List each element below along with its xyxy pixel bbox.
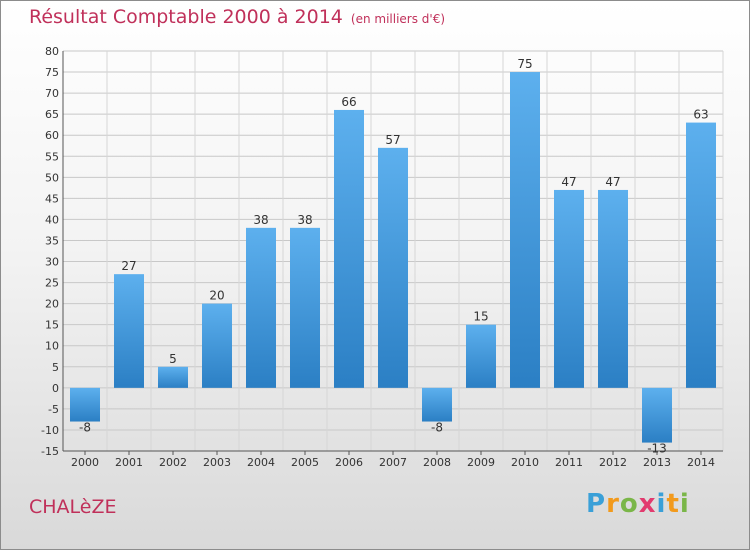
logo-letter: r [606, 489, 620, 519]
bar [686, 122, 716, 388]
x-tick-label: 2012 [599, 456, 627, 469]
logo-letter: o [619, 489, 639, 519]
data-label: 5 [169, 352, 177, 366]
y-tick-label: 65 [45, 108, 59, 121]
x-tick-label: 2004 [247, 456, 275, 469]
y-tick-label: 40 [45, 213, 59, 226]
y-tick-label: 10 [45, 340, 59, 353]
commune-name: CHALèZE [29, 496, 117, 518]
y-tick-label: 0 [52, 382, 59, 395]
data-label: -8 [431, 421, 443, 435]
data-label: -8 [79, 421, 91, 435]
data-label: 63 [693, 108, 708, 122]
x-tick-label: 2011 [555, 456, 583, 469]
x-tick-label: 2008 [423, 456, 451, 469]
data-label: 38 [253, 213, 268, 227]
logo-letter: t [666, 489, 680, 519]
data-label: -13 [647, 442, 667, 456]
bar [334, 109, 364, 388]
data-label: 47 [605, 175, 620, 189]
data-label: 15 [473, 310, 488, 324]
bar [202, 303, 232, 388]
data-label: 38 [297, 213, 312, 227]
bar [598, 189, 628, 388]
x-tick-label: 2007 [379, 456, 407, 469]
x-tick-label: 2010 [511, 456, 539, 469]
data-label: 66 [341, 95, 356, 109]
x-tick-label: 2014 [687, 456, 715, 469]
bar [114, 274, 144, 388]
x-tick-label: 2006 [335, 456, 363, 469]
logo-letter: P [586, 489, 607, 519]
bar [554, 189, 584, 388]
y-tick-label: -15 [41, 445, 59, 458]
x-tick-label: 2003 [203, 456, 231, 469]
y-tick-label: 25 [45, 277, 59, 290]
bar [642, 387, 672, 443]
data-label: 75 [517, 57, 532, 71]
y-tick-label: 55 [45, 150, 59, 163]
y-tick-label: 20 [45, 298, 59, 311]
x-tick-label: 2002 [159, 456, 187, 469]
bar [70, 387, 100, 422]
data-label: 47 [561, 175, 576, 189]
data-label: 20 [209, 289, 224, 303]
y-tick-label: 5 [52, 361, 59, 374]
x-tick-label: 2000 [71, 456, 99, 469]
bar [510, 72, 540, 388]
axis-layer: -15 -10 -5 0 5 10 15 20 25 30 35 40 45 50 55 60 65 70 75 80… [41, 45, 723, 469]
y-tick-label: 60 [45, 129, 59, 142]
x-tick-label: 2001 [115, 456, 143, 469]
chart-title-text: Résultat Comptable 2000 à 2014 [29, 6, 343, 28]
y-tick-label: 80 [45, 45, 59, 58]
logo-letter: i [656, 489, 667, 519]
proxiti-logo: Proxiti [586, 489, 690, 519]
y-tick-label: 70 [45, 87, 59, 100]
bar [290, 227, 320, 388]
chart-subtitle: (en milliers d'€) [350, 12, 446, 26]
data-label: 27 [121, 259, 136, 273]
y-tick-label: 45 [45, 192, 59, 205]
bar [466, 324, 496, 388]
y-tick-label: 35 [45, 234, 59, 247]
bar [158, 366, 188, 388]
data-label: 57 [385, 133, 400, 147]
bar [246, 227, 276, 388]
bar [422, 387, 452, 422]
x-tick-label: 2005 [291, 456, 319, 469]
chart-title: Résultat Comptable 2000 à 2014 (en millie… [29, 6, 445, 28]
x-tick-label: 2013 [643, 456, 671, 469]
logo-letter: i [679, 489, 690, 519]
y-tick-label: 75 [45, 66, 59, 79]
x-tick-label: 2009 [467, 456, 495, 469]
bar [378, 147, 408, 388]
y-tick-label: -10 [41, 424, 59, 437]
y-tick-label: 30 [45, 256, 59, 269]
bar-layer [70, 72, 716, 443]
logo-letter: x [638, 489, 657, 519]
y-tick-label: -5 [48, 403, 59, 416]
y-tick-label: 15 [45, 319, 59, 332]
y-tick-label: 50 [45, 171, 59, 184]
